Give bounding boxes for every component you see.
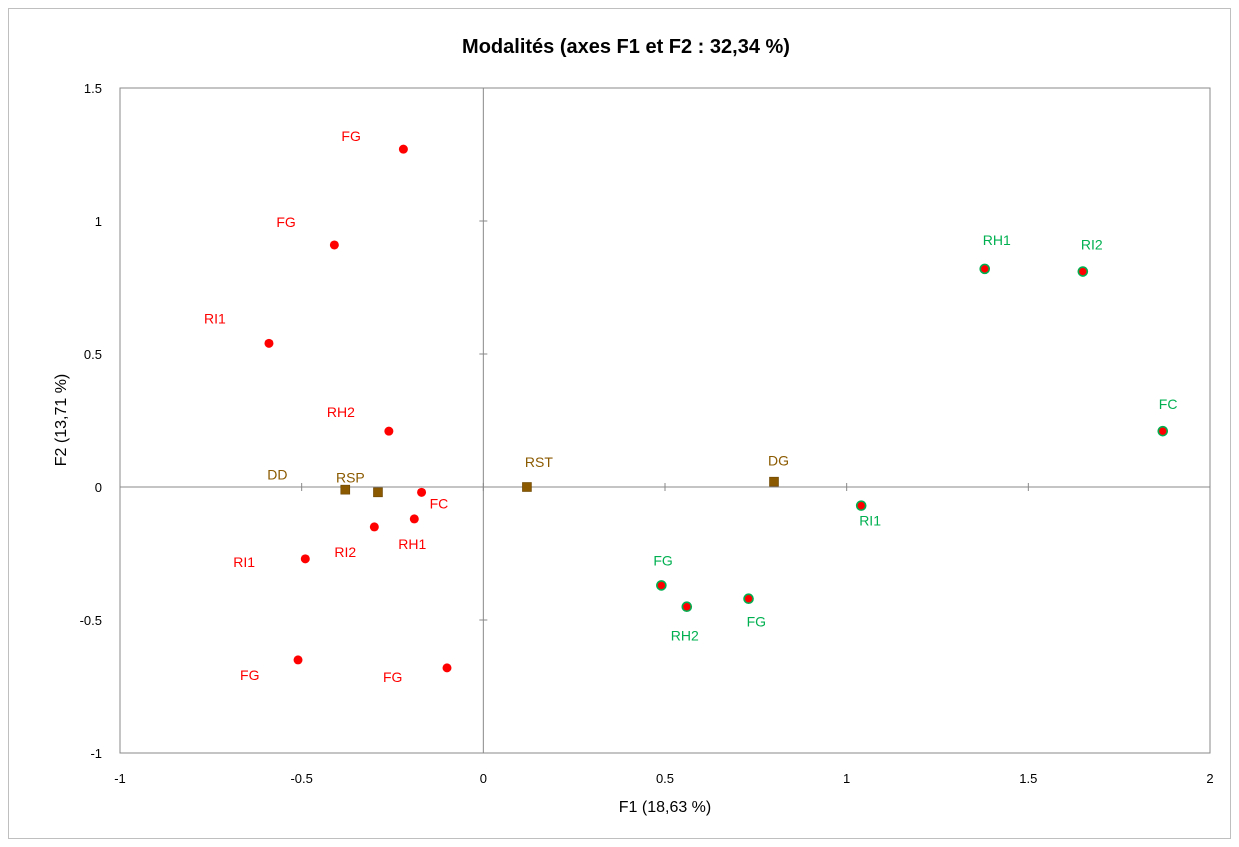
- scatter-point: [300, 554, 310, 564]
- scatter-point: [329, 240, 339, 250]
- chart-title: Modalités (axes F1 et F2 : 32,34 %): [462, 36, 790, 58]
- point-label: RH1: [983, 232, 1011, 248]
- point-label: FG: [383, 669, 402, 685]
- scatter-point: [369, 522, 379, 532]
- point-label: RI1: [859, 513, 881, 529]
- y-tick-label: 1.5: [84, 81, 102, 96]
- point-label: RH1: [398, 536, 426, 552]
- point-label: FC: [1159, 396, 1178, 412]
- point-label: DG: [768, 453, 789, 469]
- scatter-point: [1077, 266, 1089, 277]
- scatter-point: [743, 593, 754, 605]
- point-label: RI2: [1081, 237, 1103, 253]
- x-tick-label: 0.5: [656, 771, 674, 786]
- x-tick-label: 1.5: [1019, 771, 1037, 786]
- scatter-point: [681, 601, 693, 613]
- scatter-point: [384, 426, 394, 436]
- point-label: FG: [276, 214, 295, 230]
- scatter-point: [522, 482, 532, 492]
- scatter-point: [398, 144, 408, 154]
- point-label: RSP: [336, 469, 365, 485]
- plot-area: [119, 87, 1211, 754]
- scatter-point: [264, 338, 274, 348]
- point-label: FC: [430, 495, 449, 511]
- point-label: FG: [240, 667, 259, 683]
- y-tick-label: 1: [95, 214, 102, 229]
- x-axis-title: F1 (18,63 %): [619, 799, 711, 816]
- x-tick-label: -0.5: [290, 771, 312, 786]
- point-label: RH2: [671, 628, 699, 644]
- point-label: DD: [267, 467, 287, 483]
- point-label: RI1: [233, 554, 255, 570]
- scatter-point: [979, 263, 991, 275]
- x-tick-label: 2: [1206, 771, 1213, 786]
- point-label: RST: [525, 454, 553, 470]
- point-label: RH2: [327, 404, 355, 420]
- scatter-point: [293, 655, 303, 665]
- scatter-point: [656, 580, 667, 591]
- x-tick-label: 0: [480, 771, 487, 786]
- point-label: RI1: [204, 310, 226, 326]
- y-tick-label: -0.5: [80, 613, 102, 628]
- y-tick-label: -1: [90, 746, 102, 761]
- y-axis-title: F2 (13,71 %): [53, 374, 70, 466]
- scatter-point: [340, 484, 351, 495]
- scatter-point: [769, 476, 779, 487]
- scatter-point: [409, 514, 419, 524]
- scatter-point: [373, 487, 383, 498]
- scatter-point: [855, 500, 867, 511]
- y-tick-label: 0: [95, 480, 102, 495]
- point-label: FG: [653, 552, 672, 568]
- point-label: RI2: [334, 544, 356, 560]
- x-tick-label: -1: [114, 771, 126, 786]
- point-label: FG: [747, 614, 766, 630]
- scatter-point: [1157, 425, 1169, 437]
- x-tick-label: 1: [843, 771, 850, 786]
- scatter-point: [442, 663, 452, 673]
- y-tick-label: 0.5: [84, 347, 102, 362]
- point-label: FG: [341, 128, 360, 144]
- scatter-point: [417, 487, 427, 497]
